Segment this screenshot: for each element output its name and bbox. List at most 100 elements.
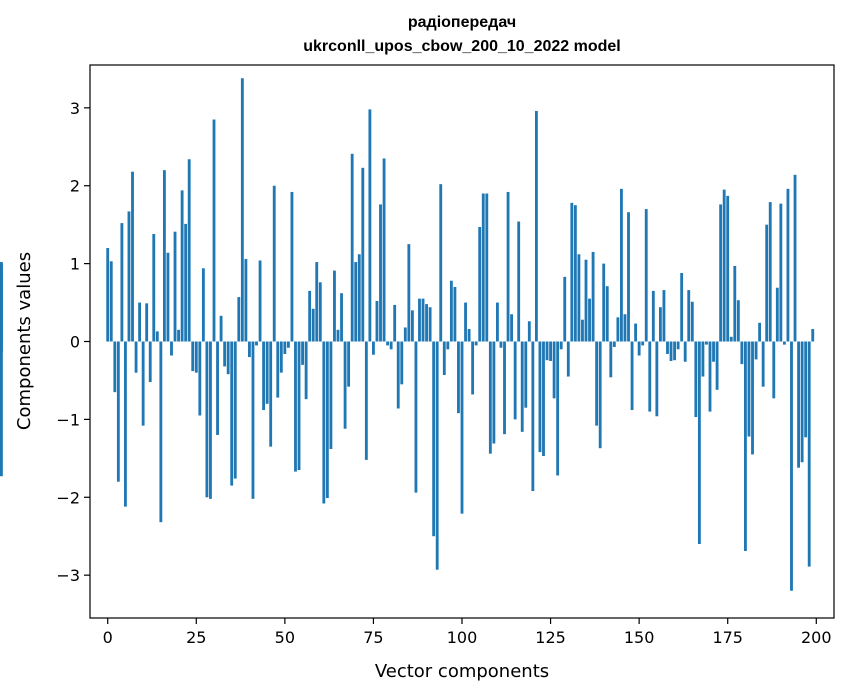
- bar: [223, 341, 227, 367]
- bar: [0, 341, 3, 477]
- bar: [240, 78, 244, 342]
- bar: [538, 341, 542, 453]
- bar: [410, 310, 414, 342]
- bar: [676, 341, 680, 350]
- x-tick-label: 150: [624, 628, 655, 647]
- bar: [134, 341, 138, 373]
- bar: [198, 341, 202, 416]
- bar: [496, 302, 499, 342]
- bar: [354, 262, 358, 342]
- bar: [733, 265, 737, 342]
- bar: [0, 264, 3, 342]
- bar: [620, 188, 623, 342]
- bar: [294, 341, 297, 472]
- bar: [368, 109, 372, 342]
- bar: [113, 341, 117, 393]
- bar: [325, 341, 329, 499]
- bar: [212, 119, 216, 342]
- bar: [797, 341, 800, 468]
- bar: [457, 341, 460, 414]
- bar: [581, 319, 584, 342]
- bar: [340, 293, 343, 342]
- bar: [481, 193, 485, 342]
- bar: [517, 221, 521, 342]
- bar: [588, 298, 591, 342]
- bar: [598, 341, 602, 449]
- y-tick-label: −2: [56, 488, 80, 507]
- bar: [106, 248, 110, 342]
- bar: [616, 317, 620, 342]
- bar: [205, 341, 209, 498]
- bar: [584, 259, 588, 342]
- bar: [0, 339, 3, 342]
- bar: [439, 184, 443, 342]
- bar: [740, 341, 744, 365]
- bar: [283, 341, 287, 354]
- bar: [729, 336, 733, 342]
- bar: [124, 341, 127, 507]
- bar: [251, 341, 255, 499]
- bar: [425, 304, 428, 342]
- bar: [201, 268, 205, 342]
- bar: [751, 341, 754, 455]
- bar: [786, 188, 790, 342]
- bar: [719, 204, 723, 342]
- bar: [503, 341, 506, 435]
- bar: [449, 280, 453, 342]
- bar: [478, 227, 482, 342]
- bar: [552, 341, 556, 399]
- bar: [255, 341, 258, 346]
- bar: [800, 341, 804, 463]
- bar: [627, 212, 630, 342]
- bar: [226, 341, 230, 375]
- bar: [683, 341, 687, 362]
- x-axis-ticks: 0 25 50 75 100 125 150 175 200: [103, 618, 832, 647]
- bar: [804, 341, 808, 438]
- bar: [549, 341, 552, 361]
- bar: [166, 252, 170, 342]
- bar: [421, 298, 425, 342]
- bar: [559, 341, 563, 350]
- bar: [602, 263, 606, 342]
- bar: [258, 260, 262, 342]
- bar: [499, 341, 503, 348]
- bar: [127, 211, 131, 342]
- bar: [162, 170, 166, 342]
- bar: [407, 244, 411, 342]
- bar: [301, 341, 304, 365]
- bar: [708, 341, 712, 412]
- bar: [634, 323, 638, 342]
- bar: [488, 341, 492, 454]
- bar: [414, 341, 418, 493]
- bar: [527, 321, 531, 342]
- bar: [775, 287, 779, 342]
- y-tick-label: −1: [56, 410, 80, 429]
- bar: [375, 300, 379, 342]
- bar: [630, 341, 634, 411]
- bar: [297, 341, 301, 471]
- bar: [595, 341, 599, 426]
- bar: [758, 322, 762, 342]
- bar: [697, 341, 701, 545]
- bar: [648, 341, 652, 412]
- bar: [237, 297, 241, 342]
- bar: [209, 341, 212, 499]
- bar: [531, 341, 535, 492]
- bar: [403, 327, 407, 342]
- bar: [807, 341, 811, 567]
- bar: [194, 341, 198, 373]
- bar: [782, 341, 786, 345]
- bar: [304, 341, 308, 400]
- bar: [389, 341, 393, 350]
- bar: [705, 341, 708, 345]
- bar: [148, 341, 152, 383]
- bar: [744, 341, 747, 552]
- bar: [715, 341, 719, 390]
- x-tick-label: 25: [186, 628, 206, 647]
- bar: [152, 234, 156, 342]
- bar: [687, 290, 691, 342]
- bar: [336, 329, 340, 342]
- bar: [442, 341, 446, 375]
